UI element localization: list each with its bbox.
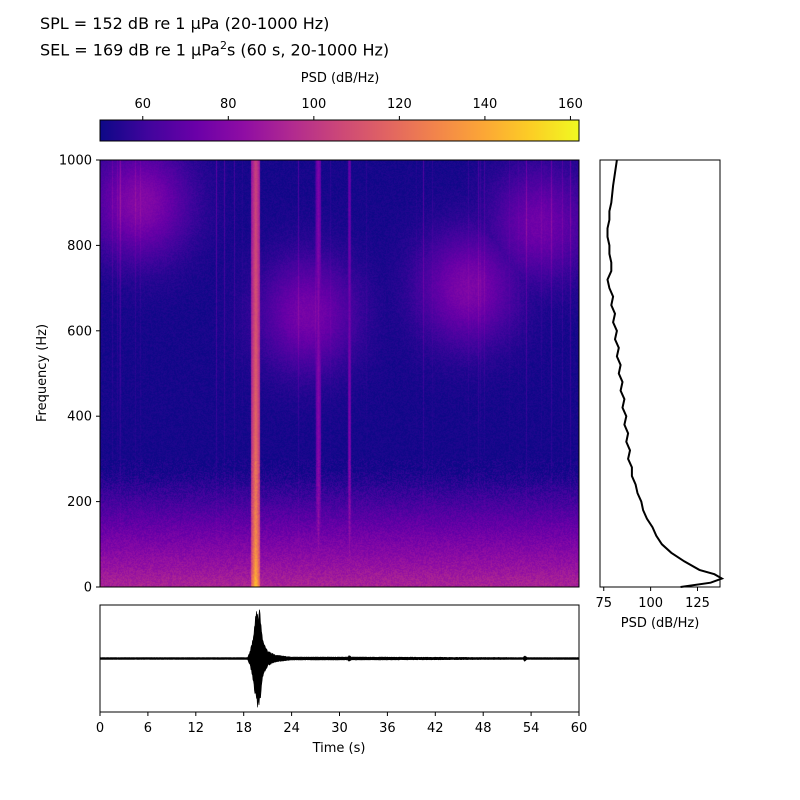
colorbar-frame — [99, 119, 580, 142]
psd-xtick-label: 100 — [638, 596, 663, 611]
colorbar-tick-label: 140 — [472, 97, 497, 112]
waveform-xtick-label: 54 — [523, 721, 540, 736]
spectrogram-ytick-label: 600 — [67, 324, 92, 339]
colorbar-tick-label: 160 — [558, 97, 583, 112]
waveform-xtick-label: 42 — [427, 721, 444, 736]
waveform-xtick-label: 18 — [235, 721, 252, 736]
waveform-xtick-label: 0 — [96, 721, 104, 736]
waveform-xtick-label: 24 — [283, 721, 300, 736]
psd-plot: 75 100 125 PSD (dB/Hz) — [595, 159, 725, 631]
colorbar-tick-label: 120 — [387, 97, 412, 112]
waveform-plot: 0 6 12 18 24 30 36 42 48 54 60 Time (s) — [96, 604, 588, 756]
sel-title: SEL = 169 dB re 1 µPa2s (60 s, 20-1000 H… — [40, 39, 390, 60]
spectrogram-ytick-label: 200 — [67, 495, 92, 510]
waveform-xtick-label: 48 — [475, 721, 492, 736]
psd-frame — [599, 159, 721, 588]
spectrogram-ytick-label: 1000 — [59, 154, 92, 169]
colorbar: PSD (dB/Hz) 60 80 100 120 140 160 — [99, 71, 583, 142]
colorbar-label: PSD (dB/Hz) — [301, 71, 380, 86]
colorbar-gradient — [100, 120, 579, 141]
waveform-xtick-label: 36 — [379, 721, 396, 736]
spectrogram: 0 200 400 600 800 1000 Frequency (Hz) — [35, 154, 580, 596]
spectrogram-ylabel: Frequency (Hz) — [35, 324, 50, 422]
waveform-xlabel: Time (s) — [312, 741, 366, 756]
psd-xtick-label: 75 — [595, 596, 612, 611]
spl-title: SPL = 152 dB re 1 µPa (20-1000 Hz) — [40, 14, 330, 33]
spectrogram-image — [100, 160, 579, 587]
waveform-xtick-label: 12 — [188, 721, 205, 736]
colorbar-tick-label: 60 — [134, 97, 151, 112]
waveform-xtick-label: 60 — [571, 721, 588, 736]
psd-xlabel: PSD (dB/Hz) — [621, 616, 700, 631]
spectrogram-frame — [99, 159, 580, 588]
colorbar-tick-label: 100 — [301, 97, 326, 112]
spectrogram-ytick-label: 800 — [67, 239, 92, 254]
psd-xtick-label: 125 — [685, 596, 710, 611]
psd-series-line — [606, 159, 725, 588]
colorbar-tick-label: 80 — [220, 97, 237, 112]
spectrogram-ytick-label: 0 — [84, 581, 92, 596]
waveform-xtick-label: 30 — [331, 721, 348, 736]
spectrogram-ytick-label: 400 — [67, 410, 92, 425]
waveform-xtick-label: 6 — [144, 721, 152, 736]
